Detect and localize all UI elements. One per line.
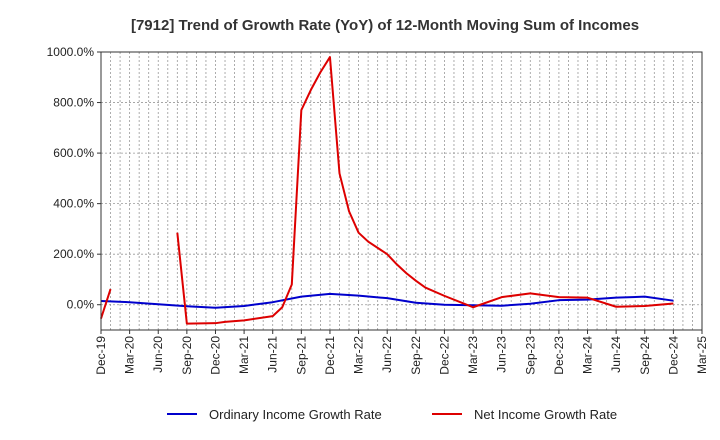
x-tick-label: Jun-24 <box>609 336 623 373</box>
x-tick-label: Sep-21 <box>294 336 308 375</box>
x-tick-label: Mar-24 <box>581 336 595 374</box>
chart-title: [7912] Trend of Growth Rate (YoY) of 12-… <box>131 17 639 34</box>
x-tick-label: Sep-24 <box>638 336 652 375</box>
series-line-2 <box>176 56 674 325</box>
y-tick-label: 200.0% <box>53 247 94 261</box>
series-line-1 <box>100 292 674 309</box>
x-axis-ticks: Dec-19 Mar-20 Jun-20 Sep-20 Dec-20 Mar-21 Jun-… <box>94 330 709 375</box>
x-tick-label: Mar-25 <box>695 336 709 374</box>
series-line-2 <box>100 288 112 319</box>
legend-label: Net Income Growth Rate <box>474 407 617 422</box>
series-lines <box>100 56 674 325</box>
x-tick-label: Jun-21 <box>266 336 280 373</box>
x-tick-label: Mar-22 <box>352 336 366 374</box>
grid <box>101 51 702 330</box>
x-tick-label: Dec-21 <box>323 336 337 375</box>
x-tick-label: Jun-20 <box>151 336 165 373</box>
x-tick-label: Mar-21 <box>237 336 251 374</box>
x-tick-label: Dec-22 <box>437 336 451 375</box>
x-tick-label: Jun-22 <box>380 336 394 373</box>
x-tick-label: Mar-20 <box>123 336 137 374</box>
y-axis-ticks: 0.0% 200.0% 400.0% 600.0% 800.0% 1000.0% <box>47 45 101 312</box>
y-tick-label: 800.0% <box>53 96 94 110</box>
y-tick-label: 600.0% <box>53 146 94 160</box>
y-tick-label: 0.0% <box>67 298 95 312</box>
x-tick-label: Sep-22 <box>409 336 423 375</box>
x-tick-label: Sep-23 <box>523 336 537 375</box>
legend: Ordinary Income Growth Rate Net Income Gr… <box>167 407 617 422</box>
x-tick-label: Dec-19 <box>94 336 108 375</box>
legend-label: Ordinary Income Growth Rate <box>209 407 382 422</box>
y-tick-label: 1000.0% <box>47 45 95 59</box>
x-tick-label: Sep-20 <box>180 336 194 375</box>
x-tick-label: Jun-23 <box>495 336 509 373</box>
x-tick-label: Dec-23 <box>552 336 566 375</box>
x-tick-label: Dec-20 <box>208 336 222 375</box>
x-tick-label: Mar-23 <box>466 336 480 374</box>
y-tick-label: 400.0% <box>53 197 94 211</box>
x-tick-label: Dec-24 <box>666 336 680 375</box>
plot-frame <box>100 51 703 331</box>
